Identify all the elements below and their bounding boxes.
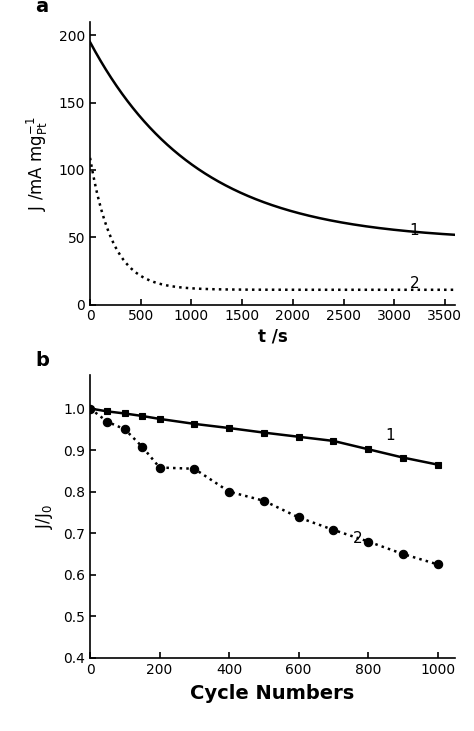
X-axis label: t /s: t /s: [258, 327, 287, 346]
X-axis label: Cycle Numbers: Cycle Numbers: [191, 683, 355, 702]
Text: b: b: [36, 351, 49, 370]
Text: 1: 1: [385, 428, 395, 443]
Text: a: a: [36, 0, 48, 16]
Text: 2: 2: [410, 276, 419, 290]
Y-axis label: J/J$_0$: J/J$_0$: [34, 504, 55, 529]
Text: 2: 2: [353, 531, 362, 545]
Y-axis label: J /mA mg$^{-1}_{\mathregular{Pt}}$: J /mA mg$^{-1}_{\mathregular{Pt}}$: [26, 116, 51, 211]
Text: 1: 1: [410, 223, 419, 238]
